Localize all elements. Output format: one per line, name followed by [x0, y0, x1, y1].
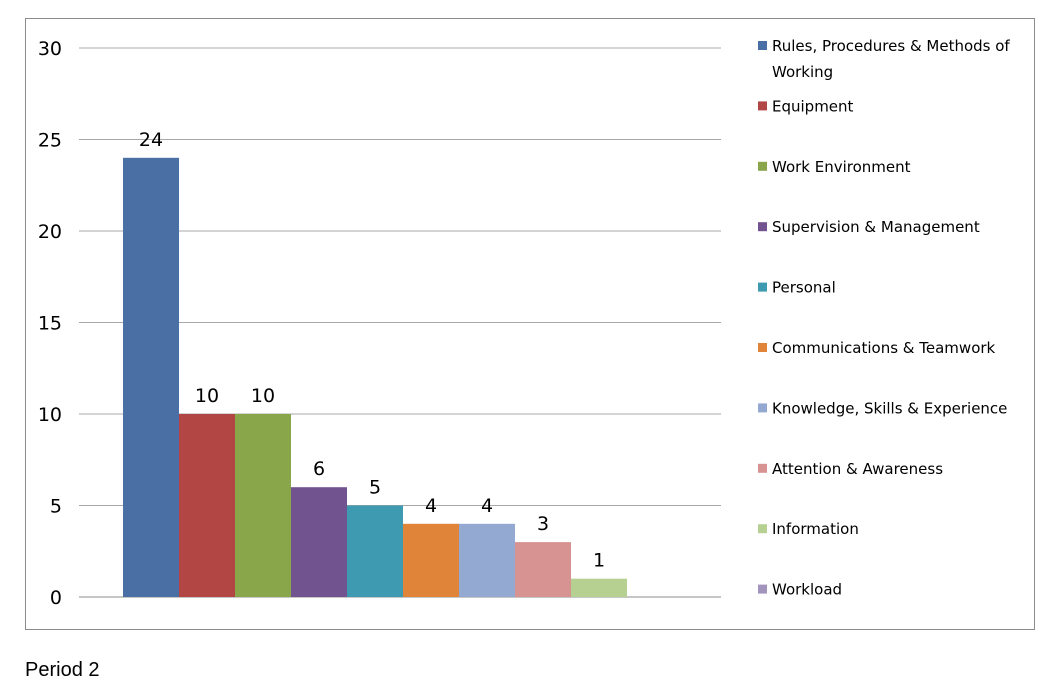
y-tick-label: 0 [50, 587, 62, 609]
data-label: 10 [195, 385, 219, 407]
legend-swatch [758, 41, 767, 50]
bar [347, 505, 403, 597]
y-tick-label: 15 [38, 313, 62, 335]
y-tick-label: 10 [38, 404, 62, 426]
legend-swatch [758, 222, 767, 232]
data-label: 5 [369, 477, 381, 499]
bars [123, 157, 627, 598]
legend-swatch [758, 584, 767, 594]
legend-label: Personal [772, 279, 836, 297]
bar [459, 523, 515, 597]
y-tick-label: 30 [38, 38, 62, 60]
data-label: 6 [313, 458, 325, 480]
legend-label-line2: Working [772, 63, 833, 81]
y-tick-label: 5 [50, 496, 62, 518]
bar [179, 414, 235, 597]
data-label: 4 [425, 495, 437, 517]
legend-label: Supervision & Management [772, 218, 980, 236]
legend-swatch [758, 101, 767, 111]
legend-swatch [758, 161, 767, 171]
legend-swatch [758, 282, 767, 292]
data-label: 10 [251, 385, 275, 407]
legend-label: Communications & Teamwork [772, 339, 996, 357]
legend-swatch [758, 524, 767, 534]
legend-label: Information [772, 520, 859, 538]
bar [235, 414, 291, 597]
data-label: 1 [593, 550, 605, 572]
period-caption: Period 2 [25, 659, 100, 681]
legend-swatch [758, 403, 767, 413]
legend-label: Knowledge, Skills & Experience [772, 399, 1007, 417]
y-tick-label: 25 [38, 130, 62, 152]
y-tick-label: 20 [38, 221, 62, 243]
bar [515, 542, 571, 597]
legend-swatch [758, 463, 767, 473]
data-label: 24 [139, 129, 163, 151]
legend-label: Workload [772, 581, 842, 599]
chart-frame: 0 5 10 15 20 25 30 24 10 10 6 5 4 4 3 1 Rules, Procedu… [25, 18, 1035, 630]
data-label: 3 [537, 513, 549, 535]
legend-swatch [758, 343, 767, 352]
y-axis-tick-labels: 0 5 10 15 20 25 30 [38, 38, 62, 609]
legend-label: Work Environment [772, 158, 911, 176]
bar [403, 523, 459, 597]
bar-chart: 0 5 10 15 20 25 30 24 10 10 6 5 4 4 3 1 Rules, Procedu… [38, 37, 1011, 609]
data-labels: 24 10 10 6 5 4 4 3 1 [139, 129, 605, 572]
data-label: 4 [481, 495, 493, 517]
legend-label: Equipment [772, 97, 854, 115]
bar [571, 578, 627, 597]
legend-label: Attention & Awareness [772, 460, 943, 478]
legend-label: Rules, Procedures & Methods of [772, 37, 1010, 55]
legend: Rules, Procedures & Methods of Working Equ… [758, 37, 1010, 599]
bar [291, 487, 347, 597]
bar [123, 157, 179, 598]
